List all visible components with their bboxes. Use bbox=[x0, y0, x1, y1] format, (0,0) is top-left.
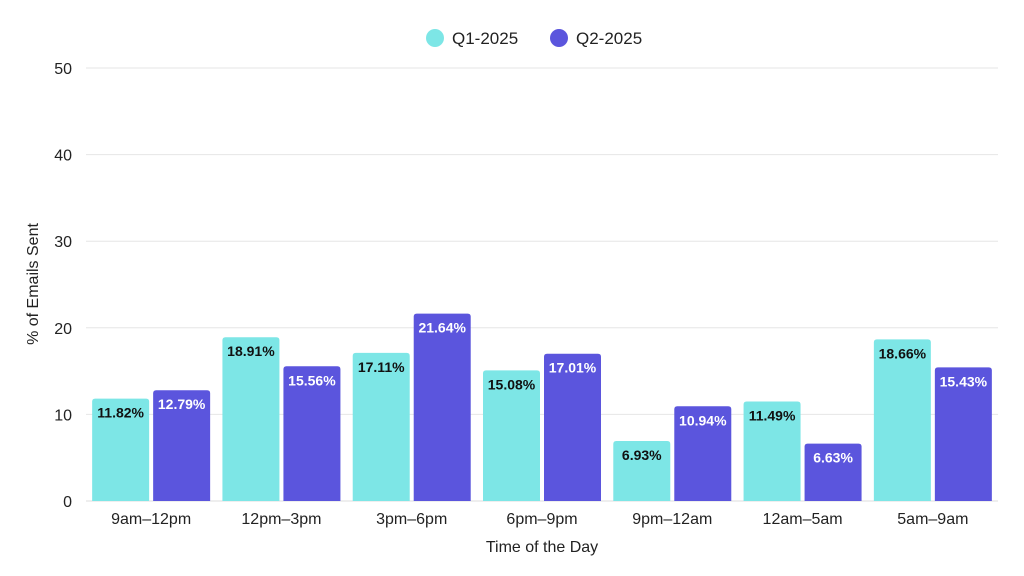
bar-q2-2025 bbox=[804, 443, 862, 501]
y-tick-label: 0 bbox=[63, 494, 72, 511]
bar-q2-2025 bbox=[934, 367, 992, 501]
x-tick-label: 3pm–6pm bbox=[376, 511, 447, 528]
bar-q2-2025 bbox=[674, 406, 732, 501]
data-label: 11.49% bbox=[749, 407, 796, 423]
y-axis-ticks: 0 10 20 30 40 50 bbox=[54, 61, 72, 511]
data-label: 15.56% bbox=[288, 372, 336, 388]
bar-q1-2025 bbox=[483, 370, 540, 501]
legend-marker bbox=[426, 29, 444, 47]
bar-q2-2025 bbox=[153, 390, 211, 501]
bars bbox=[92, 313, 992, 501]
data-label: 17.01% bbox=[549, 360, 597, 376]
data-label: 21.64% bbox=[418, 320, 466, 336]
data-label: 17.11% bbox=[358, 359, 405, 375]
bar-q1-2025 bbox=[222, 337, 280, 501]
data-label: 12.79% bbox=[158, 396, 206, 412]
data-label: 15.08% bbox=[488, 376, 536, 392]
bar-q1-2025 bbox=[92, 398, 150, 501]
bar-q2-2025 bbox=[544, 353, 601, 501]
data-label: 11.82% bbox=[97, 405, 144, 421]
bar-q1-2025 bbox=[352, 352, 410, 501]
y-tick-label: 50 bbox=[54, 61, 72, 78]
data-label: 6.63% bbox=[813, 450, 853, 466]
legend: Q1-2025 Q2-2025 bbox=[426, 29, 642, 48]
data-label: 18.91% bbox=[227, 343, 275, 359]
legend-label: Q1-2025 bbox=[452, 29, 518, 48]
data-label: 15.43% bbox=[940, 373, 988, 389]
x-tick-label: 6pm–9pm bbox=[506, 511, 577, 528]
x-tick-label: 12pm–3pm bbox=[241, 511, 321, 528]
bar-q1-2025 bbox=[873, 339, 931, 501]
data-label: 6.93% bbox=[622, 447, 662, 463]
bar-q1-2025 bbox=[743, 401, 801, 501]
bar-labels: 11.82% 12.79% 18.91% 15.56% 17.11% 21.64% 15.0… bbox=[97, 320, 987, 466]
x-axis-ticks: 9am–12pm 12pm–3pm 3pm–6pm 6pm–9pm 9pm–12am 12… bbox=[111, 511, 968, 528]
bar-q1-2025 bbox=[613, 440, 671, 501]
y-tick-label: 20 bbox=[54, 321, 72, 338]
y-tick-label: 10 bbox=[54, 407, 72, 424]
x-axis-title: Time of the Day bbox=[486, 539, 598, 556]
bar-q2-2025 bbox=[413, 313, 471, 501]
legend-label: Q2-2025 bbox=[576, 29, 642, 48]
y-tick-label: 40 bbox=[54, 148, 72, 165]
x-tick-label: 12am–5am bbox=[763, 511, 843, 528]
data-label: 10.94% bbox=[679, 412, 727, 428]
y-axis-title: % of Emails Sent bbox=[25, 223, 42, 345]
data-label: 18.66% bbox=[879, 345, 927, 361]
x-tick-label: 5am–9am bbox=[897, 511, 968, 528]
x-tick-label: 9am–12pm bbox=[111, 511, 191, 528]
x-tick-label: 9pm–12am bbox=[632, 511, 712, 528]
y-tick-label: 30 bbox=[54, 234, 72, 251]
bar-q2-2025 bbox=[283, 366, 341, 501]
legend-marker bbox=[550, 29, 568, 47]
